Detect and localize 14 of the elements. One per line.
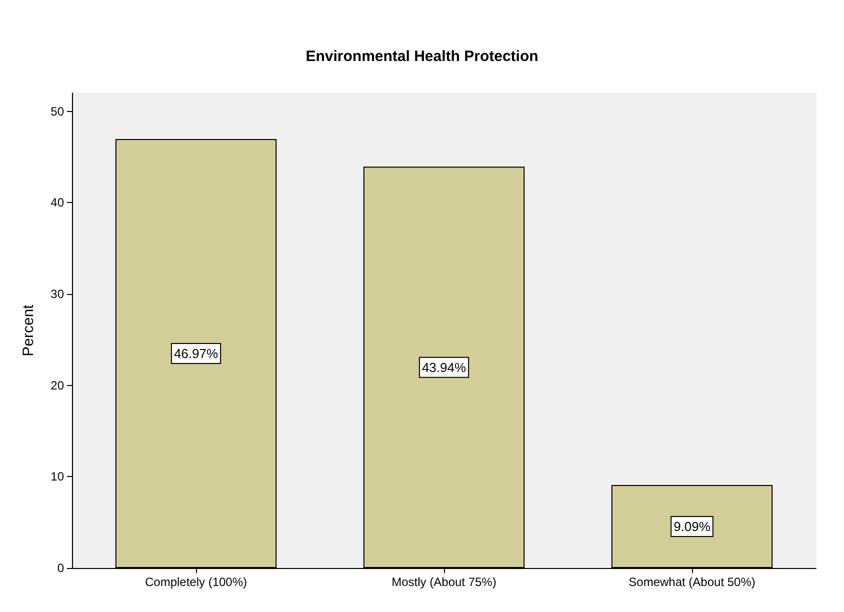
y-tick-label: 50	[50, 104, 64, 118]
y-tick-label: 30	[50, 286, 64, 301]
x-tick-label: Somewhat (About 50%)	[628, 575, 756, 589]
y-axis-title: Percent	[20, 304, 37, 356]
x-tick-label: Mostly (About 75%)	[392, 575, 496, 589]
y-tick-label: 0	[57, 561, 64, 575]
y-tick-label: 20	[50, 378, 64, 392]
y-tick-label: 10	[50, 470, 64, 484]
data-label: 46.97%	[174, 346, 218, 361]
data-label: 43.94%	[422, 360, 466, 375]
y-tick-label: 40	[50, 196, 64, 210]
x-tick-label: Completely (100%)	[144, 575, 248, 589]
data-label: 9.09%	[674, 518, 711, 534]
chart-title: Environmental Health Protection	[306, 48, 538, 65]
